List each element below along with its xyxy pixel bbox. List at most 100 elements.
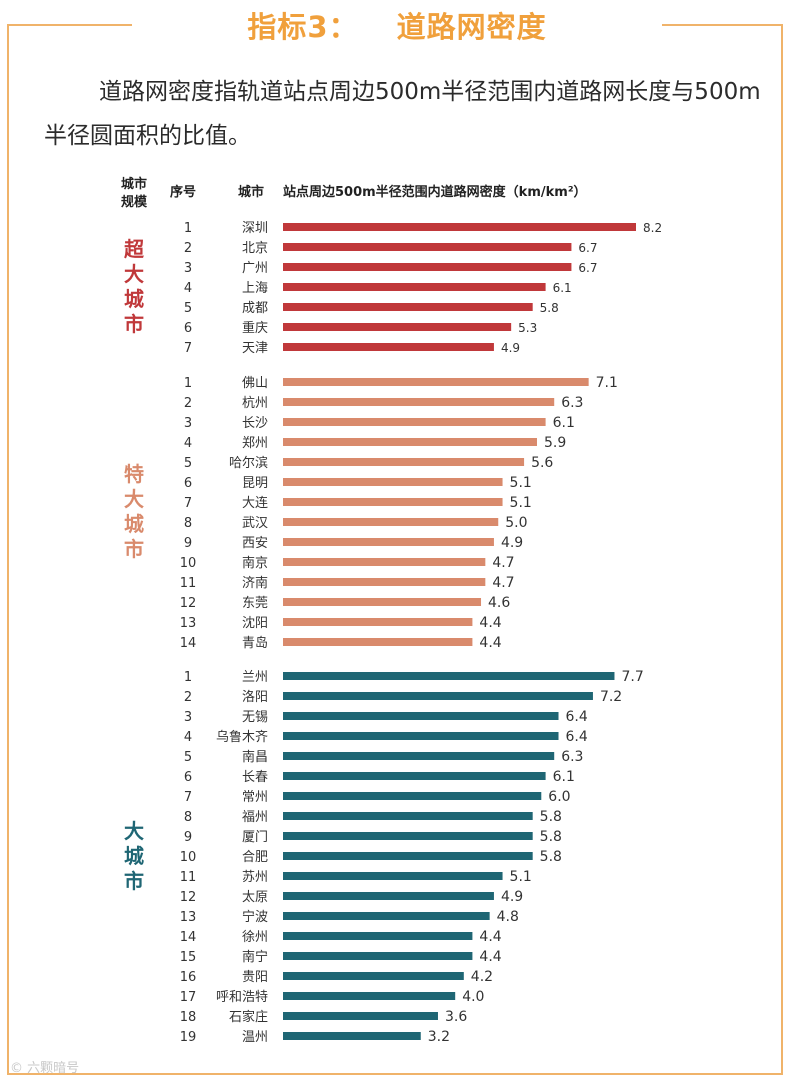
value-label-2-2: 6.4	[566, 709, 588, 725]
bar-1-4	[283, 458, 525, 466]
page-frame	[7, 24, 783, 1075]
value-label-1-0: 7.1	[596, 375, 618, 391]
bar-2-16	[283, 992, 456, 1000]
city-label-2-18: 温州	[242, 1030, 268, 1045]
city-label-2-16: 呼和浩特	[216, 990, 268, 1005]
value-label-0-3: 6.1	[553, 281, 572, 295]
value-label-1-8: 4.9	[501, 535, 523, 551]
value-label-1-5: 5.1	[510, 475, 532, 491]
group-label-char-0-0: 超	[124, 237, 144, 261]
row-seq-2-16: 17	[180, 990, 197, 1005]
bar-2-5	[283, 772, 546, 780]
bar-2-1	[283, 692, 593, 700]
row-seq-2-15: 16	[180, 970, 197, 985]
bar-1-7	[283, 518, 499, 526]
value-label-2-14: 4.4	[479, 949, 501, 965]
value-label-2-13: 4.4	[479, 929, 501, 945]
group-label-char-0-3: 市	[124, 312, 144, 336]
city-label-1-1: 杭州	[242, 396, 268, 411]
row-seq-1-1: 2	[184, 396, 192, 411]
row-seq-1-4: 5	[184, 456, 192, 471]
city-label-1-9: 南京	[242, 555, 268, 571]
value-label-2-1: 7.2	[600, 689, 622, 705]
value-label-2-15: 4.2	[471, 969, 493, 985]
bar-1-0	[283, 378, 589, 386]
frame-top-right-line	[662, 24, 783, 26]
value-label-1-6: 5.1	[510, 495, 532, 511]
bar-0-4	[283, 303, 533, 311]
value-label-2-4: 6.3	[561, 749, 583, 765]
city-label-2-1: 洛阳	[242, 690, 268, 705]
value-label-2-6: 6.0	[548, 789, 570, 805]
bar-2-4	[283, 752, 555, 760]
header-scale-line2: 规模	[120, 195, 147, 210]
value-label-2-9: 5.8	[540, 849, 562, 865]
bar-2-10	[283, 872, 503, 880]
bar-1-10	[283, 578, 486, 586]
group-label-char-1-2: 城	[124, 512, 144, 536]
header-scale-line1: 城市	[120, 177, 147, 192]
city-label-2-14: 南宁	[242, 949, 268, 965]
row-seq-2-17: 18	[180, 1010, 197, 1025]
row-seq-2-4: 5	[184, 750, 192, 765]
row-seq-0-5: 6	[184, 321, 192, 336]
city-label-0-2: 广州	[242, 261, 268, 276]
row-seq-1-5: 6	[184, 476, 192, 491]
bar-2-14	[283, 952, 473, 960]
row-seq-2-14: 15	[180, 950, 197, 965]
row-seq-1-8: 9	[184, 536, 192, 551]
row-seq-2-18: 19	[180, 1030, 197, 1045]
bar-2-9	[283, 852, 533, 860]
value-label-0-2: 6.7	[578, 261, 597, 275]
bar-1-12	[283, 618, 473, 626]
city-label-0-4: 成都	[242, 301, 268, 316]
row-seq-0-4: 5	[184, 301, 192, 316]
value-label-2-18: 3.2	[428, 1029, 450, 1045]
bar-1-9	[283, 558, 486, 566]
value-label-0-6: 4.9	[501, 341, 520, 355]
bar-1-1	[283, 398, 555, 406]
row-seq-2-5: 6	[184, 770, 192, 785]
group-label-char-1-1: 大	[124, 487, 144, 511]
bar-2-6	[283, 792, 542, 800]
bar-2-3	[283, 732, 559, 740]
value-label-2-17: 3.6	[445, 1009, 467, 1025]
group-label-0: 超大城市	[118, 237, 150, 337]
page-title: 指标3： 道路网密度	[0, 4, 794, 46]
bar-2-15	[283, 972, 464, 980]
bar-1-5	[283, 478, 503, 486]
value-label-2-3: 6.4	[566, 729, 588, 745]
city-label-2-15: 贵阳	[242, 970, 268, 985]
bar-0-1	[283, 243, 572, 251]
row-seq-2-8: 9	[184, 830, 192, 845]
group-label-char-2-1: 城	[124, 843, 144, 868]
value-label-2-7: 5.8	[540, 809, 562, 825]
bar-1-13	[283, 638, 473, 646]
row-seq-1-10: 11	[180, 576, 197, 591]
city-label-2-17: 石家庄	[229, 1009, 268, 1025]
group-label-1: 特大城市	[118, 462, 150, 562]
value-label-1-13: 4.4	[479, 635, 501, 651]
header-city: 城市	[238, 185, 265, 200]
group-label-char-1-0: 特	[124, 462, 144, 486]
city-label-2-0: 兰州	[242, 670, 268, 685]
value-label-2-10: 5.1	[510, 869, 532, 885]
value-label-0-5: 5.3	[518, 321, 537, 335]
row-seq-2-1: 2	[184, 690, 192, 705]
value-label-1-9: 4.7	[492, 555, 514, 571]
value-label-2-8: 5.8	[540, 829, 562, 845]
row-seq-0-6: 7	[184, 341, 192, 356]
row-seq-0-3: 4	[184, 281, 192, 296]
bar-2-2	[283, 712, 559, 720]
value-label-2-11: 4.9	[501, 889, 523, 905]
city-label-0-6: 天津	[242, 341, 268, 356]
bar-2-7	[283, 812, 533, 820]
value-label-1-2: 6.1	[553, 415, 575, 431]
city-label-2-12: 宁波	[242, 909, 268, 925]
row-seq-2-9: 10	[180, 850, 197, 865]
bar-0-5	[283, 323, 512, 331]
bar-2-18	[283, 1032, 421, 1040]
row-seq-2-3: 4	[184, 730, 192, 745]
group-label-char-2-2: 市	[124, 868, 144, 893]
row-seq-2-7: 8	[184, 810, 192, 825]
